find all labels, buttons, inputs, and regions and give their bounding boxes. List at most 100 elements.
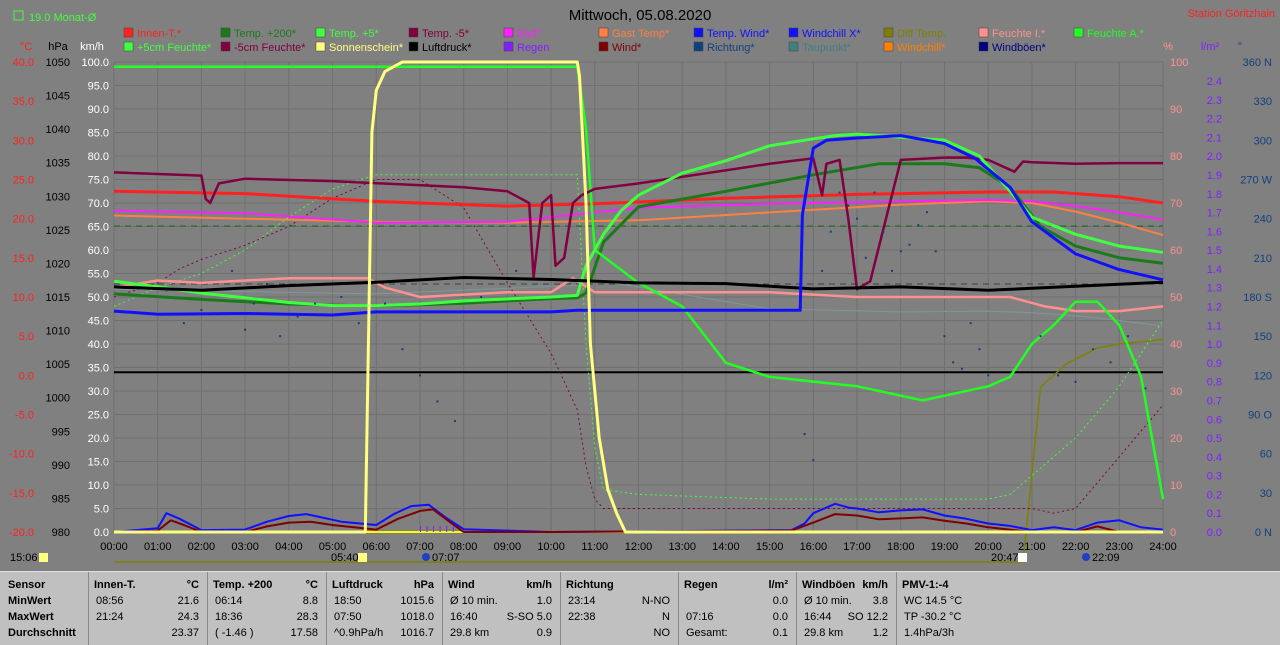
row-label: MinWert [8,595,52,607]
direction-point [952,361,955,364]
legend-label: Sonnenschein* [329,42,404,54]
cell-value: 23.37 [171,627,199,639]
column-unit: km/h [862,579,888,591]
direction-point [908,243,911,246]
axis-tick-kmh: 100.0 [81,57,109,69]
axis-tick-rain: 1.6 [1207,226,1222,238]
cell-left: 18:36 [215,611,243,623]
rain-bar [446,526,448,532]
axis-tick-hpa: 1045 [46,91,70,103]
axis-tick-kmh: 15.0 [88,457,109,469]
axis-tick-hpa: 1015 [46,292,70,304]
axis-tick-hpa: 1000 [46,393,70,405]
direction-point [803,433,806,436]
cell-value: 3.8 [872,595,888,607]
cell-left: 22:38 [568,611,596,623]
x-tick: 12:00 [625,541,653,553]
x-tick: 01:00 [144,541,172,553]
axis-tick-kmh: 35.0 [88,363,109,375]
cell-value: 28.3 [296,611,318,623]
x-tick: 19:00 [931,541,959,553]
cell-left: 1.4hPa/3h [904,627,955,639]
axis-tick-dir: 90 O [1248,410,1272,422]
direction-point [182,322,185,325]
legend-swatch [883,41,894,52]
cell-value: 1016.7 [400,627,434,639]
axis-tick-kmh: 30.0 [88,386,109,398]
series-taupunkt- [113,279,1164,327]
axis-tick-temp: -10.0 [9,449,34,461]
legend-label: +5cm Feuchte* [137,42,212,54]
legend-swatch [315,41,326,52]
legend-label: Gast Temp* [612,28,670,40]
cell-left: ^0.9hPa/h [334,627,384,639]
direction-point [917,224,920,227]
sunrise-label: 05:40 [331,552,359,564]
legend-swatch [598,27,609,38]
axis-tick-hpa: 1050 [46,57,70,69]
axis-tick-dir: 240 [1254,214,1272,226]
legend-label: Temp. +5* [329,28,380,40]
axis-tick-dir: 270 W [1240,175,1272,187]
x-tick: 03:00 [231,541,259,553]
direction-point [856,217,859,220]
direction-point [480,296,483,298]
direction-point [934,250,937,253]
x-tick: 02:00 [188,541,216,553]
direction-point [864,256,867,259]
axis-unit-rain: l/m² [1201,41,1220,53]
legend-label: Wind* [612,42,642,54]
legend-label: -5cm Feuchte* [234,42,306,54]
legend-label: Windchill X* [802,28,861,40]
legend-label: Richtung* [707,42,755,54]
axis-unit-hpa: hPa [48,41,68,53]
legend-label: Windchill* [897,42,946,54]
cell-left: 08:56 [96,595,124,607]
stats-column [207,572,327,645]
axis-tick-dir: 120 [1254,370,1272,382]
axis-tick-hpa: 1020 [46,258,70,270]
row-labels [0,572,89,645]
avg-marker-box [13,10,24,21]
axis-tick-rain: 0.7 [1207,395,1222,407]
axis-tick-hpa: 1010 [46,326,70,338]
cell-value: 0.0 [772,611,788,623]
cell-left: 06:14 [215,595,243,607]
axis-tick-kmh: 5.0 [94,504,109,516]
series-bad- [113,198,1164,224]
direction-point [401,348,404,351]
station-name: Station Göritzhain [1188,8,1275,20]
direction-point [1109,361,1112,364]
column-header: PMV-1:-4 [902,579,949,591]
axis-tick-kmh: 25.0 [88,410,109,422]
cell-left: 18:50 [334,595,362,607]
axis-tick-rain: 0.9 [1207,358,1222,370]
rain-bar [426,526,428,532]
axis-tick-kmh: 40.0 [88,339,109,351]
axis-tick-kmh: 75.0 [88,175,109,187]
cell-left: ( -1.46 ) [215,627,254,639]
axis-tick-kmh: 80.0 [88,151,109,163]
legend-swatch [978,27,989,38]
series-wind- [113,508,1163,533]
series-feuchte-i- [113,276,1164,313]
axis-tick-hpa: 1035 [46,158,70,170]
axis-unit-pct: % [1163,41,1173,53]
direction-point [357,322,360,325]
axis-tick-kmh: 0.0 [94,527,109,539]
stats-column [678,572,797,645]
direction-point [891,269,894,272]
cell-value: 8.8 [302,595,318,607]
direction-point [882,230,885,233]
axis-tick-rain: 2.1 [1207,132,1222,144]
direction-point [969,322,972,325]
x-tick: 09:00 [494,541,522,553]
x-tick: 16:00 [800,541,828,553]
axis-tick-kmh: 55.0 [88,269,109,281]
direction-point [838,191,841,194]
column-header: Temp. +200 [213,579,273,591]
axis-tick-dir: 180 S [1243,292,1272,304]
axis-tick-hpa: 1040 [46,124,70,136]
axis-tick-pct: 10 [1170,480,1182,492]
x-tick: 00:00 [100,541,128,553]
